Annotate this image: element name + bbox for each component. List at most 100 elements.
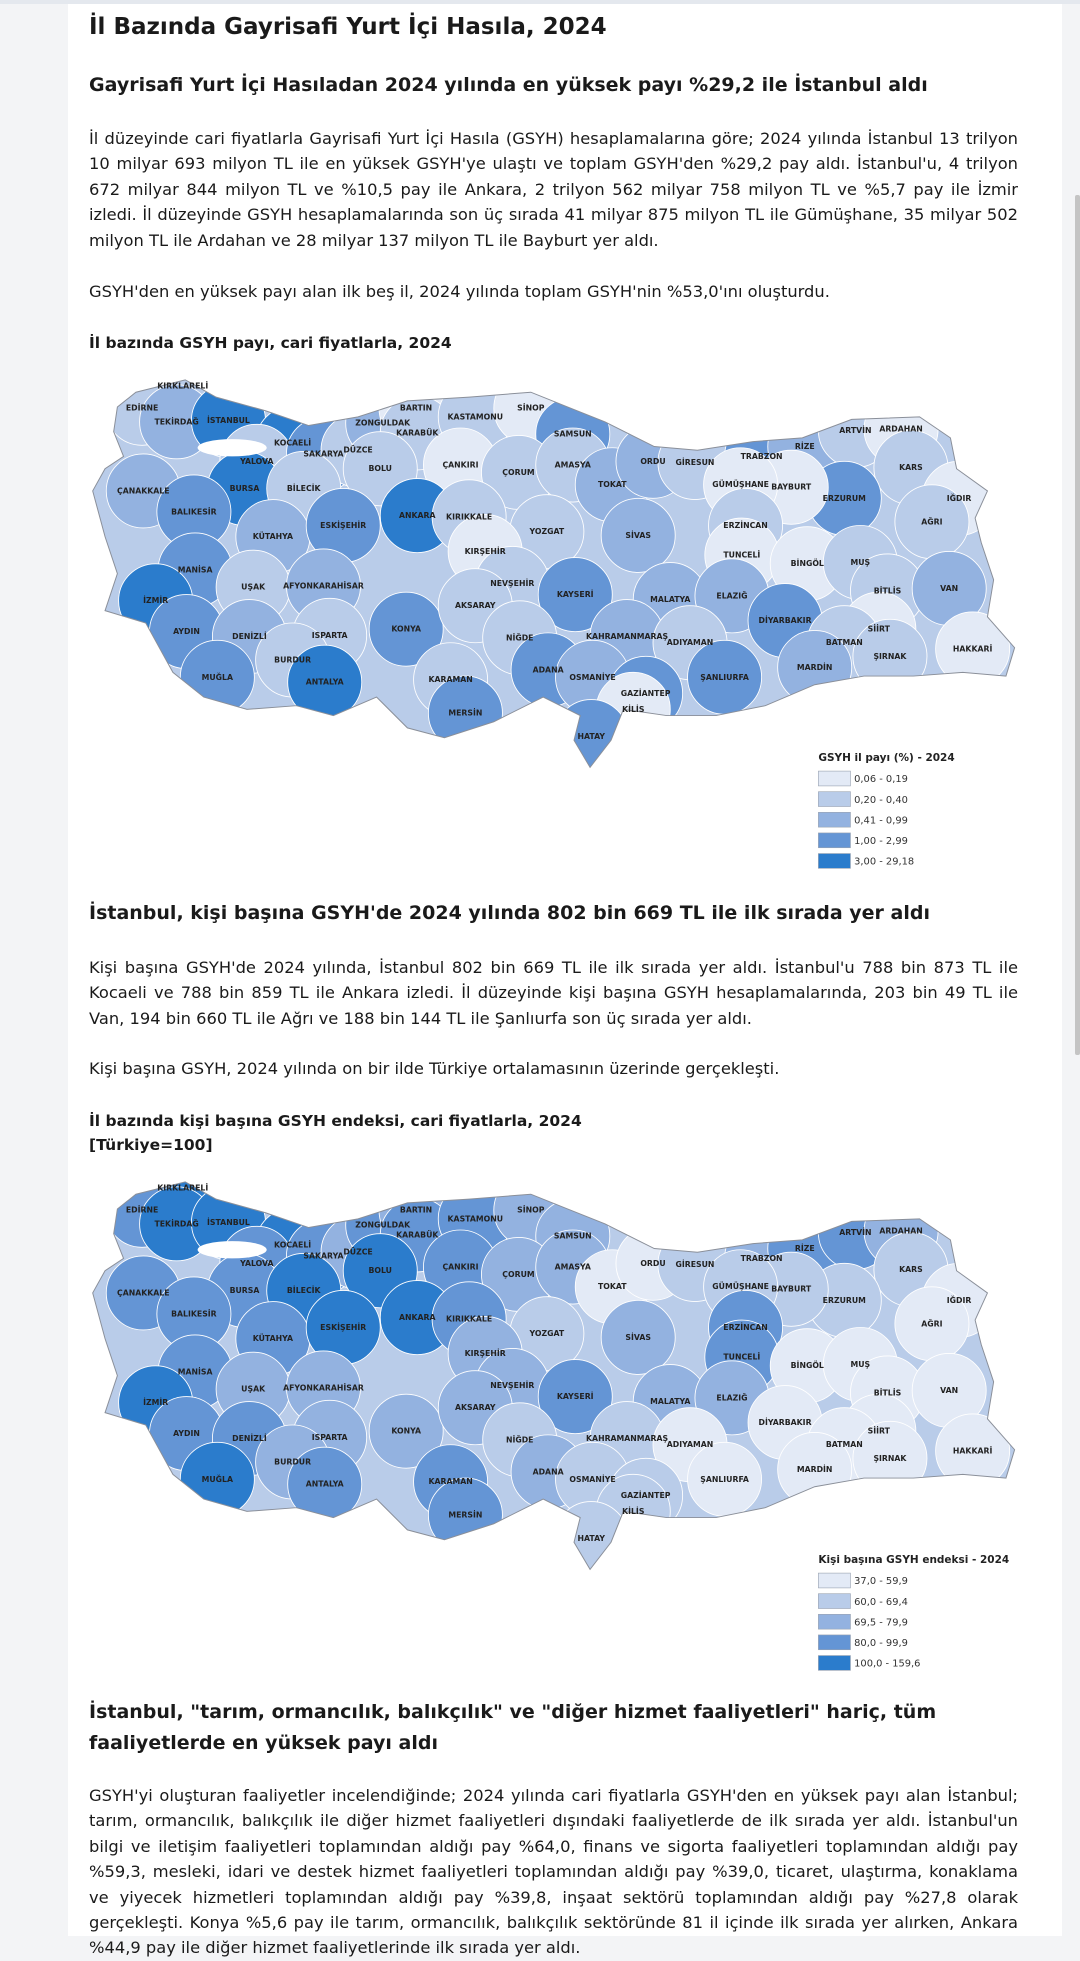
province-label: ÇORUM bbox=[502, 468, 535, 477]
province-label: RİZE bbox=[795, 1244, 815, 1253]
legend-title: GSYH il payı (%) - 2024 bbox=[818, 752, 954, 764]
legend-swatch bbox=[818, 1593, 851, 1609]
province-label: SİİRT bbox=[868, 1427, 891, 1436]
province-label: BİLECİK bbox=[287, 484, 322, 493]
legend-label: 1,00 - 2,99 bbox=[854, 836, 908, 847]
province-label: TOKAT bbox=[598, 480, 627, 489]
province-label: TRABZON bbox=[741, 452, 783, 461]
province-label: GÜMÜŞHANE bbox=[712, 480, 769, 489]
province-label: ELAZIĞ bbox=[716, 591, 747, 600]
province-label: KARAMAN bbox=[428, 1477, 472, 1486]
section-heading: İstanbul, kişi başına GSYH'de 2024 yılın… bbox=[89, 902, 930, 924]
province-label: KÜTAHYA bbox=[253, 532, 293, 541]
province-label: IĞDIR bbox=[947, 1296, 972, 1305]
province-label: İZMİR bbox=[143, 1398, 168, 1407]
province-label: MERSİN bbox=[448, 1511, 482, 1520]
legend-label: 37,0 - 59,9 bbox=[854, 1576, 908, 1587]
province-label: SİNOP bbox=[517, 1206, 545, 1215]
province-label: SİİRT bbox=[868, 625, 891, 634]
province-label: ADIYAMAN bbox=[667, 1440, 713, 1449]
province-label: ADANA bbox=[533, 1467, 564, 1476]
province-label: OSMANİYE bbox=[569, 673, 615, 682]
province-label: TOKAT bbox=[598, 1282, 627, 1291]
province-label: İZMİR bbox=[143, 596, 168, 605]
paragraph: Kişi başına GSYH, 2024 yılında on bir il… bbox=[89, 1059, 780, 1078]
province-label: DENİZLİ bbox=[232, 1434, 267, 1443]
province-area bbox=[600, 497, 676, 573]
province-label: BURDUR bbox=[274, 1457, 311, 1466]
sea-of-marmara bbox=[197, 439, 267, 457]
provinces bbox=[104, 379, 1011, 768]
province-label: AYDIN bbox=[173, 1429, 200, 1438]
paragraph: GSYH'yi oluşturan faaliyetler incelendiğ… bbox=[89, 1786, 1018, 1958]
province-label: AKSARAY bbox=[455, 1403, 496, 1412]
province-label: NİĞDE bbox=[506, 633, 534, 642]
province-label: ÇANKIRI bbox=[442, 460, 478, 469]
province-label: AFYONKARAHİSAR bbox=[283, 581, 364, 590]
province-label: KASTAMONU bbox=[448, 1214, 503, 1223]
province-label: MARDİN bbox=[797, 1465, 833, 1474]
province-label: BALIKESİR bbox=[171, 1309, 217, 1318]
province-label: NEVŞEHİR bbox=[490, 1381, 534, 1390]
province-label: ORDU bbox=[640, 1259, 665, 1268]
province-label: ARTVİN bbox=[839, 426, 871, 435]
province-label: KAHRAMANMARAŞ bbox=[586, 1434, 668, 1443]
province-label: MUĞLA bbox=[202, 673, 233, 682]
province-label: ISPARTA bbox=[312, 631, 348, 640]
legend-label: 80,0 - 99,9 bbox=[854, 1638, 908, 1649]
province-label: GAZİANTEP bbox=[621, 1491, 671, 1500]
province-label: DİYARBAKIR bbox=[759, 616, 812, 625]
paragraph: İl düzeyinde cari fiyatlarla Gayrisafi Y… bbox=[89, 129, 1018, 250]
province-label: BALIKESİR bbox=[171, 507, 217, 516]
province-label: KONYA bbox=[391, 625, 421, 634]
province-label: AKSARAY bbox=[455, 601, 496, 610]
scrollbar[interactable] bbox=[1075, 195, 1080, 1055]
province-area bbox=[368, 1393, 444, 1469]
page-title: İl Bazında Gayrisafi Yurt İçi Hasıla, 20… bbox=[89, 14, 607, 40]
legend-label: 0,20 - 0,40 bbox=[854, 795, 908, 806]
sea-of-marmara bbox=[197, 1241, 267, 1259]
province-label: HAKKARİ bbox=[953, 644, 993, 653]
province-label: MARDİN bbox=[797, 663, 833, 672]
section-heading: Gayrisafi Yurt İçi Hasıladan 2024 yılınd… bbox=[89, 74, 928, 96]
legend-swatch bbox=[818, 1655, 851, 1671]
province-label: KİLİS bbox=[622, 705, 645, 714]
province-label: GÜMÜŞHANE bbox=[712, 1282, 769, 1291]
province-label: YOZGAT bbox=[529, 1329, 565, 1338]
province-label: ŞIRNAK bbox=[873, 652, 907, 661]
province-label: BURSA bbox=[230, 1286, 260, 1295]
province-label: MUŞ bbox=[851, 1360, 871, 1369]
province-label: ERZURUM bbox=[823, 1296, 867, 1305]
province-label: MALATYA bbox=[650, 595, 690, 604]
province-label: BİNGÖL bbox=[791, 559, 824, 568]
legend-label: 3,00 - 29,18 bbox=[854, 857, 914, 868]
province-label: ZONGULDAK bbox=[355, 1221, 411, 1230]
province-label: ANKARA bbox=[399, 511, 436, 520]
paragraph: Kişi başına GSYH'de 2024 yılında, İstanb… bbox=[89, 958, 1018, 1028]
province-label: BURDUR bbox=[274, 655, 311, 664]
figure-title: İl bazında kişi başına GSYH endeksi, car… bbox=[89, 1112, 582, 1130]
province-label: ARDAHAN bbox=[879, 1227, 922, 1236]
figure-title: [Türkiye=100] bbox=[89, 1136, 213, 1154]
province-label: SAKARYA bbox=[303, 449, 343, 458]
province-label: KARABÜK bbox=[396, 1230, 439, 1239]
legend-swatch bbox=[818, 770, 851, 787]
province-label: ŞANLIURFA bbox=[700, 673, 749, 682]
province-label: ZONGULDAK bbox=[355, 419, 411, 428]
province-label: ADANA bbox=[533, 665, 564, 674]
province-label: ŞIRNAK bbox=[873, 1454, 907, 1463]
province-label: ERZURUM bbox=[823, 494, 867, 503]
province-label: AĞRI bbox=[921, 517, 942, 526]
province-label: VAN bbox=[940, 1386, 958, 1395]
province-label: AMASYA bbox=[555, 460, 591, 469]
province-label: HATAY bbox=[578, 1534, 606, 1543]
province-label: SAMSUN bbox=[554, 1232, 592, 1241]
province-label: YALOVA bbox=[239, 1259, 273, 1268]
province-label: BURSA bbox=[230, 484, 260, 493]
legend-swatch bbox=[818, 812, 851, 828]
province-label: KIRIKKALE bbox=[446, 512, 492, 521]
legend-swatch bbox=[818, 853, 851, 869]
province-label: AFYONKARAHİSAR bbox=[283, 1383, 364, 1392]
legend-label: 0,06 - 0,19 bbox=[854, 774, 908, 785]
